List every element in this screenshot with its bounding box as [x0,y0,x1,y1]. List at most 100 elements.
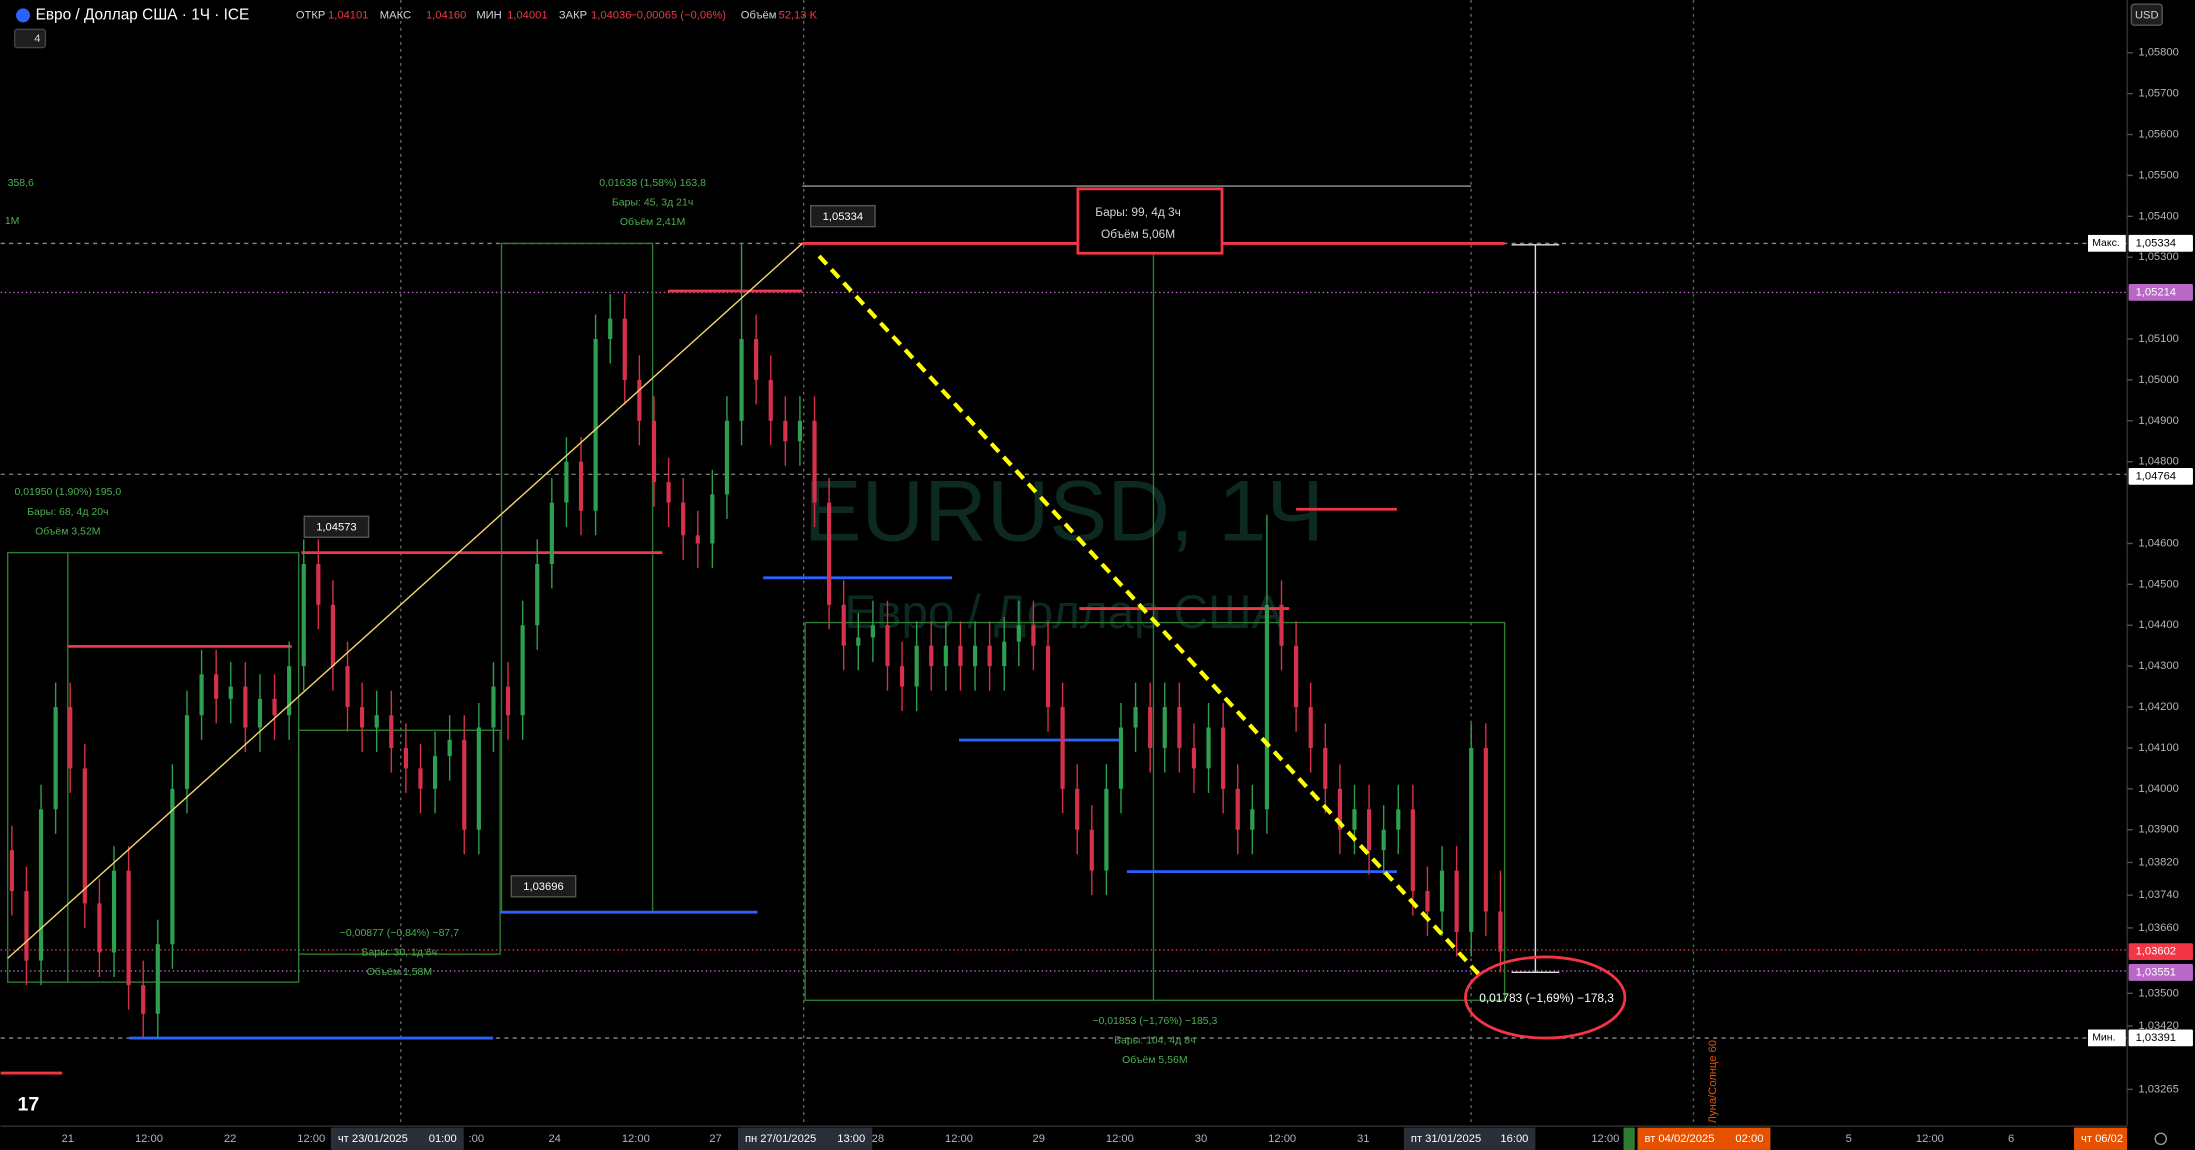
candle-body [1235,788,1240,830]
trend-line [7,242,803,959]
candle-body [797,420,803,442]
badge-tag: Мин. [2092,1033,2115,1044]
price-badge-label: 1,05214 [2136,286,2176,298]
x-tick-label: 12:00 [622,1133,650,1145]
time-highlight [2074,1127,2128,1150]
y-tick-label: 1,03500 [2138,987,2178,999]
candle-body [360,707,365,728]
annotation-text: −0,00877 (−0,84%) −87,7 [340,928,459,939]
y-tick-label: 1,05400 [2138,210,2178,222]
annotation-text: Бары: 68, 4д 20ч [27,507,108,518]
candle-body [272,698,277,716]
x-tick-label: 12:00 [135,1133,163,1145]
candle-body [199,674,204,716]
candle-body [462,739,467,830]
badge-tag: Макс. [2092,238,2120,249]
highlight-circle [1464,955,1627,1040]
candle-body [768,379,773,421]
candle-body [535,563,540,626]
range-box [1076,187,1224,255]
candle-body [24,891,29,961]
candle-body [9,850,14,892]
candle-body [214,674,219,699]
y-tick-label: 1,05800 [2138,47,2178,59]
candle-body [870,625,875,638]
candle-body [943,645,948,667]
candle-body [53,707,58,810]
x-tick-label: 6 [2008,1133,2014,1145]
time-highlight-time: 16:00 [1500,1133,1528,1145]
badge-tag-box [2088,234,2126,252]
currency-button[interactable] [2130,3,2163,26]
candle-body [972,645,978,667]
candle-body [1498,911,1503,952]
logo: 17 [17,1093,39,1115]
candle-body [739,339,744,421]
candle-body [681,502,686,536]
x-tick-label: 27 [709,1133,721,1145]
time-highlight-date: чт 23/01/2025 [338,1133,408,1145]
time-highlight-time: 13:00 [837,1133,865,1145]
change: −0,00065 (−0,06%) [630,9,726,21]
candle-body [1133,707,1138,728]
watermark-name: Евро / Доллар США [845,586,1284,639]
candle-body [783,420,788,442]
candle-body [447,739,452,757]
watermark: EURUSD, 1Ч Евро / Доллар США [804,463,1324,640]
y-tick-label: 1,03265 [2138,1083,2178,1095]
y-tick-label: 1,04600 [2138,537,2178,549]
candle-body [97,903,102,953]
x-tick-label: 12:00 [297,1133,325,1145]
price-badge-label: 1,04764 [2136,470,2176,482]
candle-body [1002,641,1007,667]
callout [810,204,876,228]
candle-body [987,645,992,667]
indicators-toggle[interactable] [13,28,47,49]
indicators-count: 4 [34,33,40,45]
y-tick-label: 1,05500 [2138,169,2178,181]
annotation-text: Бары: 104, 4д 8ч [1114,1036,1195,1047]
annotation-text: Объём 2,41M [620,216,685,228]
candle-body [564,461,569,503]
badge-tag-box [2088,1029,2126,1047]
candle-body [841,604,846,646]
candle-body [1250,809,1255,830]
measure-box [297,729,501,955]
candle-body [1060,707,1065,789]
x-tick-label: 12:00 [1106,1133,1134,1145]
candle-body [1177,707,1182,748]
candle-body [1323,747,1328,789]
candle-body [637,379,642,421]
y-tick-label: 1,04900 [2138,415,2178,427]
candle-body [651,420,657,483]
candle-body [82,768,87,904]
candle-body [695,535,700,544]
price-badge-label: 1,03551 [2136,966,2176,978]
x-tick-label: 12:00 [1268,1133,1296,1145]
candle-body [505,686,511,716]
annotation-text: Бары: 99, 4д 3ч [1095,205,1181,219]
time-highlight [1637,1127,1771,1150]
candle-body [287,666,292,716]
annotation-text: 0,01783 (−1,69%) −178,3 [1479,991,1614,1005]
candle-body [243,686,248,728]
callout [303,515,370,538]
candle-body [1352,809,1357,830]
y-tick-label: 1,05000 [2138,374,2178,386]
candle-body [578,461,584,511]
candle-body [1075,788,1080,830]
x-tick-label: 30 [1195,1133,1207,1145]
currency: USD [2135,9,2159,21]
annotation-text: Объём 3,52M [35,525,100,537]
y-tick-label: 1,03900 [2138,824,2178,836]
price-badge [2128,283,2193,301]
settings-icon[interactable] [2154,1132,2168,1146]
y-tick-label: 1,04200 [2138,701,2178,713]
candles [9,243,1503,1039]
candle-body [228,686,233,699]
time-highlight-time: 02:00 [1735,1133,1763,1145]
candle-body [724,420,730,495]
time-highlight [1623,1127,1635,1150]
x-tick-label: 12:00 [945,1133,973,1145]
